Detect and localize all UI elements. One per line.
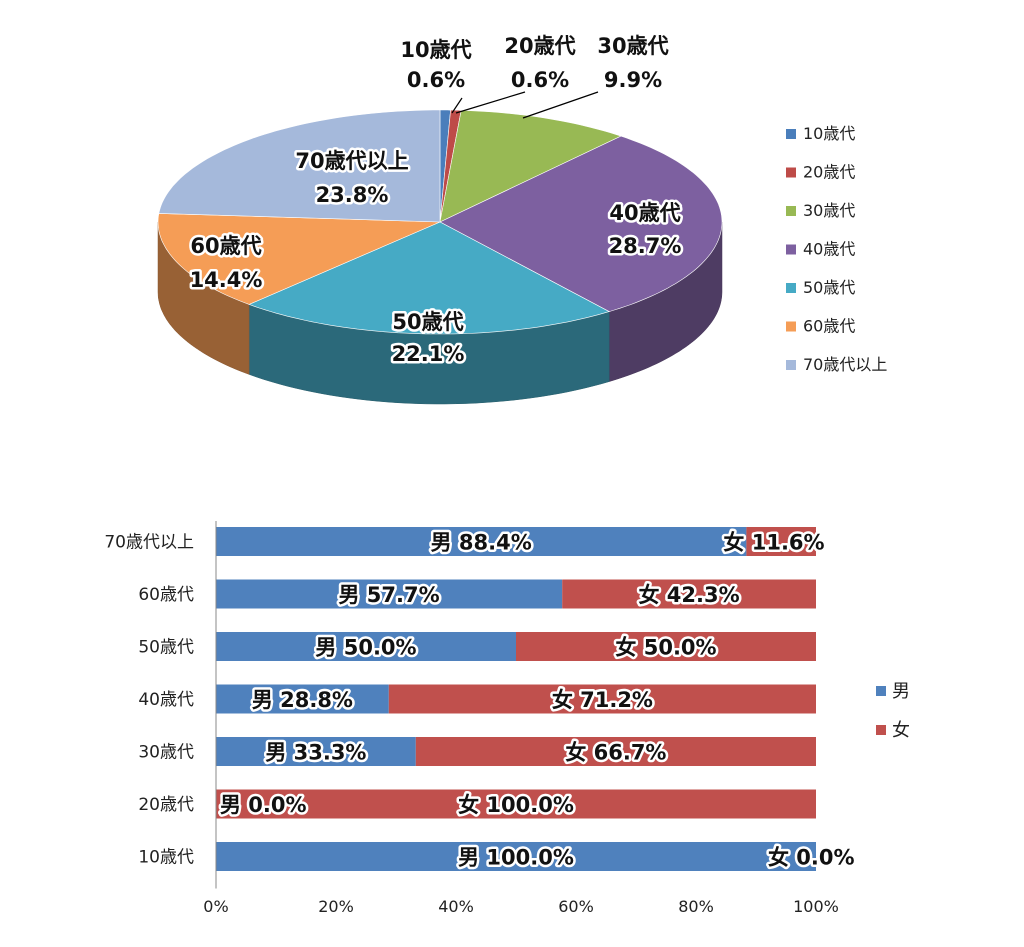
bar-x-axis: 0% 20% 40% 60% 80% 100%	[203, 521, 839, 916]
bar-data-labels: 男 88.4% 女 11.6% 男 57.7% 女 42.3% 男 50.0% 女 50.…	[218, 528, 858, 872]
bar-x-tick-3: 60%	[558, 897, 594, 916]
bar-category-label-2: 50歳代	[138, 638, 194, 658]
bar-label-female-3: 女 71.2%	[552, 688, 653, 712]
bar-label-female-1: 女 42.3%	[639, 583, 740, 607]
pie-legend: 10歳代 20歳代 30歳代 40歳代 50歳代 60歳代 70歳代以上	[786, 124, 887, 374]
pie-legend-label-5: 60歳代	[803, 317, 855, 336]
bar-female-3	[388, 684, 816, 714]
bar-label-male-2: 男 50.0%	[315, 636, 416, 660]
bar-legend: 男女	[876, 681, 910, 741]
bar-male-3	[216, 684, 389, 714]
bar-male-6	[216, 842, 816, 871]
pie-slice-4	[248, 221, 611, 335]
bar-category-label-3: 40歳代	[138, 690, 194, 710]
pie-legend-label-1: 20歳代	[803, 163, 855, 182]
bar-category-label-4: 30歳代	[138, 743, 194, 763]
bar-category-labels: 70歳代以上 60歳代 50歳代 40歳代 30歳代 20歳代 10歳代	[104, 533, 194, 868]
pie-label-value-1: 0.6%	[511, 68, 569, 92]
bar-category-label-0: 70歳代以上	[104, 533, 194, 553]
bar-female-5	[216, 789, 816, 819]
pie-legend-swatch-5	[786, 321, 796, 332]
pie-label-value-2: 9.9%	[604, 68, 662, 92]
pie-legend-label-4: 50歳代	[803, 278, 855, 297]
bar-label-male-1: 男 57.7%	[339, 583, 440, 607]
leader-line-10	[451, 97, 463, 114]
bar-category-label-1: 60歳代	[138, 585, 194, 605]
pie-label-value-3: 28.7%	[609, 234, 682, 258]
pie-label-name-1: 20歳代	[504, 34, 575, 58]
pie-label-value-6: 23.8%	[316, 183, 389, 207]
pie-labels: 10歳代 0.6% 20歳代 0.6% 30歳代 9.9% 40歳代 28.7% 50歳代 22.…	[187, 32, 684, 369]
pie-top-layer	[157, 109, 723, 335]
pie-label-value-5: 14.4%	[190, 268, 263, 292]
bar-label-female-0: 女 11.6%	[723, 531, 824, 555]
bar-label-male-4: 男 33.3%	[265, 741, 366, 765]
leader-line-30	[522, 91, 599, 119]
pie-label-value-0: 0.6%	[407, 68, 465, 92]
bar-category-label-6: 10歳代	[138, 848, 194, 868]
pie-slice-5	[157, 213, 441, 305]
bar-legend-swatch-1	[876, 725, 886, 735]
pie-legend-swatch-3	[786, 244, 796, 255]
pie-legend-label-2: 30歳代	[803, 201, 855, 220]
bar-legend-label-1: 女	[892, 720, 910, 741]
pie-legend-swatch-4	[786, 283, 796, 293]
bar-label-female-4: 女 66.7%	[565, 741, 666, 765]
bar-male-4	[216, 737, 416, 766]
pie-legend-swatch-2	[786, 206, 796, 216]
bar-male-1	[216, 579, 563, 609]
pie-legend-swatch-1	[786, 167, 796, 178]
pie-side-layer	[157, 221, 723, 405]
bar-label-male-3: 男 28.8%	[252, 688, 353, 712]
pie-legend-label-6: 70歳代以上	[803, 355, 887, 374]
bar-x-tick-0: 0%	[203, 897, 228, 916]
bar-male-2	[216, 632, 516, 661]
pie-legend-swatch-6	[786, 360, 796, 370]
bar-male-0	[216, 527, 747, 556]
bar-x-tick-5: 100%	[793, 897, 839, 916]
bar-female-4	[415, 737, 816, 766]
pie-slice-6	[158, 109, 441, 223]
bar-legend-label-0: 男	[892, 681, 910, 702]
pie-label-name-0: 10歳代	[400, 38, 471, 62]
pie-slice-2	[439, 109, 622, 223]
bar-label-female-5: 女 100.0%	[458, 793, 574, 817]
bar-female-1	[562, 579, 816, 609]
bar-x-tick-1: 20%	[318, 897, 354, 916]
pie-label-name-6: 70歳代以上	[295, 149, 408, 173]
bar-label-female-2: 女 50.0%	[615, 636, 716, 660]
leader-line-20	[455, 91, 526, 114]
bar-label-male-0: 男 88.4%	[431, 531, 532, 555]
bar-label-female-6: 女 0.0%	[768, 846, 855, 870]
pie-slice-3	[439, 135, 723, 312]
pie-label-name-4: 50歳代	[392, 310, 463, 334]
bar-label-male-6: 男 100.0%	[458, 846, 574, 870]
pie-legend-swatch-0	[786, 129, 796, 139]
pie-legend-label-0: 10歳代	[803, 124, 855, 143]
pie-label-name-5: 60歳代	[190, 234, 261, 258]
bar-category-label-5: 20歳代	[138, 795, 194, 815]
pie-chart: 10歳代 0.6% 20歳代 0.6% 30歳代 9.9% 40歳代 28.7% 50歳代 22.…	[157, 32, 723, 405]
pie-legend-label-3: 40歳代	[803, 240, 855, 259]
pie-label-value-4: 22.1%	[392, 342, 465, 366]
bar-x-tick-2: 40%	[438, 897, 474, 916]
pie-label-name-3: 40歳代	[609, 201, 680, 225]
bar-label-male-5: 男 0.0%	[220, 793, 307, 817]
bar-x-tick-4: 80%	[678, 897, 714, 916]
bar-female-0	[746, 527, 816, 556]
bar-marks	[216, 527, 816, 871]
bar-legend-swatch-0	[876, 686, 886, 696]
bar-female-2	[516, 632, 816, 661]
pie-label-name-2: 30歳代	[597, 34, 668, 58]
bar-chart: 男 88.4% 女 11.6% 男 57.7% 女 42.3% 男 50.0% 女 50.…	[104, 521, 858, 916]
